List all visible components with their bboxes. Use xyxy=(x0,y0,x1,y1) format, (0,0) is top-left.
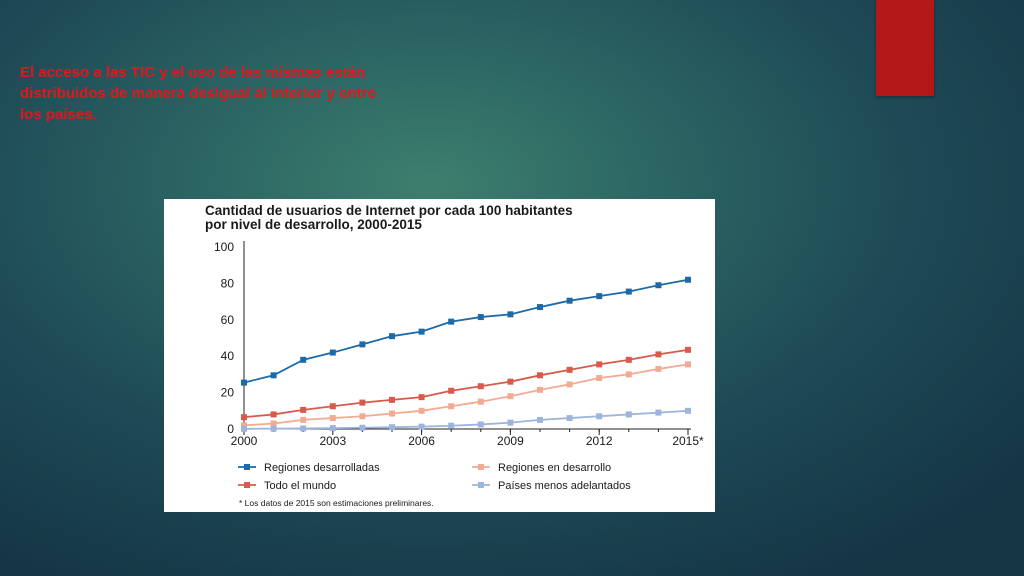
data-point xyxy=(566,415,573,422)
data-point xyxy=(507,311,514,318)
data-point xyxy=(655,351,662,358)
data-point xyxy=(448,422,455,429)
x-tick-label: 2012 xyxy=(586,434,613,448)
data-point xyxy=(566,366,573,373)
data-point xyxy=(685,407,691,414)
data-point xyxy=(537,372,543,379)
series-line-1 xyxy=(243,363,689,427)
data-point xyxy=(241,425,247,432)
data-point xyxy=(300,425,307,432)
data-point xyxy=(300,416,307,423)
legend-label: Regiones en desarrollo xyxy=(498,462,611,474)
internet-users-chart: Cantidad de usuarios de Internet por cad… xyxy=(205,203,704,508)
y-tick-label: 60 xyxy=(221,313,235,327)
series-line-3 xyxy=(243,409,689,430)
x-tick-label: 2009 xyxy=(497,434,524,448)
chart-title-line-2: por nivel de desarrollo, 2000-2015 xyxy=(205,217,422,232)
chart-title-line-1: Cantidad de usuarios de Internet por cad… xyxy=(205,203,573,218)
data-point xyxy=(477,398,484,405)
y-tick-label: 80 xyxy=(221,276,235,290)
legend-label: Países menos adelantados xyxy=(498,480,631,492)
data-point xyxy=(329,349,336,356)
data-point xyxy=(241,422,247,429)
data-point xyxy=(625,371,632,378)
y-tick-label: 0 xyxy=(227,422,234,436)
y-tick-label: 40 xyxy=(221,349,235,363)
data-point xyxy=(537,416,543,423)
y-tick-label: 20 xyxy=(221,386,235,400)
x-tick-label: 2000 xyxy=(231,434,258,448)
data-point xyxy=(270,425,277,432)
data-point xyxy=(418,423,425,430)
data-point xyxy=(329,425,336,432)
data-point xyxy=(507,378,514,385)
chart-footnote: * Los datos de 2015 son estimaciones pre… xyxy=(239,498,434,508)
data-point xyxy=(389,396,395,403)
legend-marker xyxy=(478,464,484,470)
y-tick-label: 100 xyxy=(214,240,234,254)
data-point xyxy=(625,288,632,295)
data-point xyxy=(596,413,603,420)
data-point xyxy=(477,421,484,428)
data-point xyxy=(596,361,603,368)
data-point xyxy=(685,361,691,368)
data-point xyxy=(329,415,336,422)
chart-image: Cantidad de usuarios de Internet por cad… xyxy=(164,199,715,512)
data-point xyxy=(507,393,514,400)
data-point xyxy=(270,420,277,427)
data-point xyxy=(477,383,484,390)
data-point xyxy=(566,297,573,304)
data-point xyxy=(359,399,366,406)
legend-marker xyxy=(244,464,250,470)
slide-body-text: El acceso a las TIC y el uso de las mism… xyxy=(20,64,376,123)
data-point xyxy=(566,381,573,388)
data-point xyxy=(359,424,366,431)
data-point xyxy=(389,410,395,417)
data-point xyxy=(448,387,455,394)
red-accent-bar xyxy=(876,0,934,96)
data-point xyxy=(389,424,395,431)
data-point xyxy=(655,365,662,372)
data-point xyxy=(329,403,336,410)
data-point xyxy=(448,403,455,410)
data-point xyxy=(685,276,691,283)
data-point xyxy=(418,394,425,401)
data-point xyxy=(359,341,366,348)
x-tick-label: 2006 xyxy=(408,434,435,448)
data-point xyxy=(655,282,662,289)
data-point xyxy=(270,411,277,418)
data-point xyxy=(359,413,366,420)
data-point xyxy=(685,346,691,353)
legend-label: Regiones desarrolladas xyxy=(264,462,380,474)
data-point xyxy=(270,372,277,379)
x-tick-label: 2003 xyxy=(319,434,346,448)
series-line-0 xyxy=(243,278,689,384)
data-point xyxy=(418,328,425,335)
legend-label: Todo el mundo xyxy=(264,480,336,492)
data-point xyxy=(596,293,603,300)
legend-marker xyxy=(244,482,250,488)
data-point xyxy=(300,406,307,413)
legend-marker xyxy=(478,482,484,488)
data-point xyxy=(655,409,662,416)
data-point xyxy=(596,375,603,382)
data-point xyxy=(625,411,632,418)
data-point xyxy=(537,304,543,311)
data-point xyxy=(537,386,543,393)
data-point xyxy=(389,333,395,340)
data-point xyxy=(300,356,307,363)
data-point xyxy=(418,407,425,414)
x-tick-label: 2015* xyxy=(672,434,704,448)
data-point xyxy=(241,379,247,386)
data-point xyxy=(241,414,247,421)
series-line-2 xyxy=(243,348,689,419)
data-point xyxy=(448,318,455,325)
data-point xyxy=(507,419,514,426)
data-point xyxy=(625,356,632,363)
data-point xyxy=(477,314,484,321)
